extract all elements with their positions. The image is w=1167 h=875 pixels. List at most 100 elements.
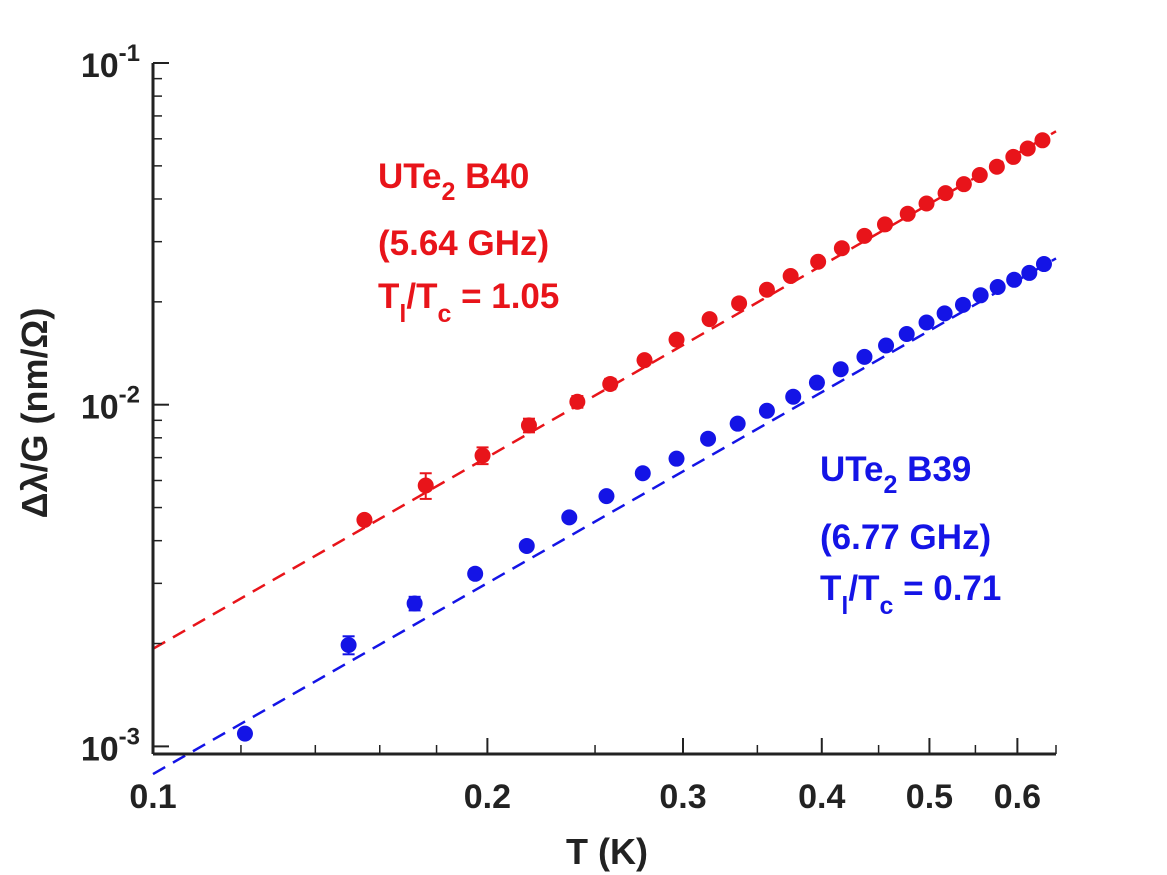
data-point xyxy=(602,375,619,392)
data-marker xyxy=(758,281,775,298)
data-point xyxy=(878,337,895,354)
data-point xyxy=(758,402,775,419)
data-point xyxy=(782,268,799,285)
annotation-b40: UTe2 B40 (5.64 GHz) Tl/Tc = 1.05 xyxy=(378,157,559,328)
data-point xyxy=(518,537,535,554)
annotation-b39-ratio: Tl/Tc = 0.71 xyxy=(820,569,1001,620)
data-point xyxy=(758,281,775,298)
data-marker xyxy=(758,402,775,419)
data-point xyxy=(668,331,685,348)
annotation-b39: UTe2 B39 (6.77 GHz) Tl/Tc = 0.71 xyxy=(820,450,1001,620)
data-marker xyxy=(236,725,253,742)
data-marker xyxy=(520,417,537,434)
data-marker xyxy=(878,337,895,354)
data-marker xyxy=(856,227,873,244)
data-point xyxy=(898,326,915,343)
annotation-b40-sample: UTe2 B40 xyxy=(378,157,529,206)
data-marker xyxy=(729,415,746,432)
data-point xyxy=(1005,148,1022,165)
data-point xyxy=(856,227,873,244)
data-marker xyxy=(561,509,578,526)
data-marker xyxy=(989,279,1006,296)
data-marker xyxy=(701,311,718,328)
data-point xyxy=(972,287,989,304)
data-point xyxy=(634,465,651,482)
data-point xyxy=(937,185,954,202)
annotation-b39-frequency: (6.77 GHz) xyxy=(820,518,991,557)
data-marker xyxy=(467,565,484,582)
data-marker xyxy=(700,430,717,447)
x-axis-title: T (K) xyxy=(566,831,648,872)
data-marker xyxy=(833,240,850,257)
y-tick-label: 10-2 xyxy=(81,382,140,427)
data-point xyxy=(668,450,685,467)
x-tick-label: 0.5 xyxy=(906,778,953,816)
y-ticks: 10-3 10-2 10-1 xyxy=(81,40,169,768)
data-marker xyxy=(856,348,873,365)
data-marker xyxy=(898,326,915,343)
data-marker xyxy=(569,393,586,410)
data-point xyxy=(810,253,827,270)
data-point xyxy=(988,158,1005,175)
data-point xyxy=(1019,140,1036,157)
annotation-b40-ratio: Tl/Tc = 1.05 xyxy=(378,277,559,328)
data-marker xyxy=(988,158,1005,175)
data-marker xyxy=(668,331,685,348)
data-point xyxy=(569,393,586,410)
data-marker xyxy=(832,361,849,378)
y-tick-label: 10-3 xyxy=(81,723,140,768)
data-point xyxy=(918,195,935,212)
data-point xyxy=(832,361,849,378)
data-point xyxy=(936,305,953,322)
data-marker xyxy=(1019,140,1036,157)
data-marker xyxy=(876,216,893,233)
data-marker xyxy=(971,167,988,184)
data-point xyxy=(989,279,1006,296)
data-point xyxy=(954,296,971,313)
data-point xyxy=(899,205,916,222)
data-marker xyxy=(602,375,619,392)
data-point xyxy=(1006,271,1023,288)
data-marker xyxy=(808,374,825,391)
data-points xyxy=(236,132,1052,742)
data-marker xyxy=(1035,256,1052,273)
data-point xyxy=(236,725,253,742)
data-point xyxy=(785,388,802,405)
data-marker xyxy=(899,205,916,222)
data-point xyxy=(1034,132,1051,149)
data-marker xyxy=(918,195,935,212)
data-marker xyxy=(810,253,827,270)
data-point xyxy=(808,374,825,391)
data-point xyxy=(636,352,653,369)
data-point xyxy=(1035,256,1052,273)
data-point xyxy=(833,240,850,257)
y-axis-title: Δλ/G (nm/Ω) xyxy=(14,308,55,519)
data-marker xyxy=(634,465,651,482)
data-marker xyxy=(598,488,615,505)
data-marker xyxy=(636,352,653,369)
fit-line-b40 xyxy=(152,130,1057,650)
fit-lines xyxy=(152,130,1057,776)
x-ticks: 0.1 0.2 0.3 0.4 0.5 0.6 xyxy=(129,738,1057,816)
data-point xyxy=(474,446,491,466)
data-marker xyxy=(340,637,357,654)
data-marker xyxy=(785,388,802,405)
axes xyxy=(151,63,1056,756)
data-marker xyxy=(782,268,799,285)
data-point xyxy=(406,595,423,612)
data-marker xyxy=(731,295,748,312)
data-marker xyxy=(937,185,954,202)
x-tick-label: 0.1 xyxy=(129,778,176,816)
data-point xyxy=(1021,264,1038,281)
data-marker xyxy=(972,287,989,304)
data-marker xyxy=(1006,271,1023,288)
data-point xyxy=(729,415,746,432)
data-marker xyxy=(518,537,535,554)
x-tick-label: 0.4 xyxy=(798,778,845,816)
data-point xyxy=(731,295,748,312)
x-tick-label: 0.2 xyxy=(464,778,511,816)
data-point xyxy=(700,430,717,447)
x-tick-label: 0.3 xyxy=(659,778,706,816)
data-marker xyxy=(668,450,685,467)
